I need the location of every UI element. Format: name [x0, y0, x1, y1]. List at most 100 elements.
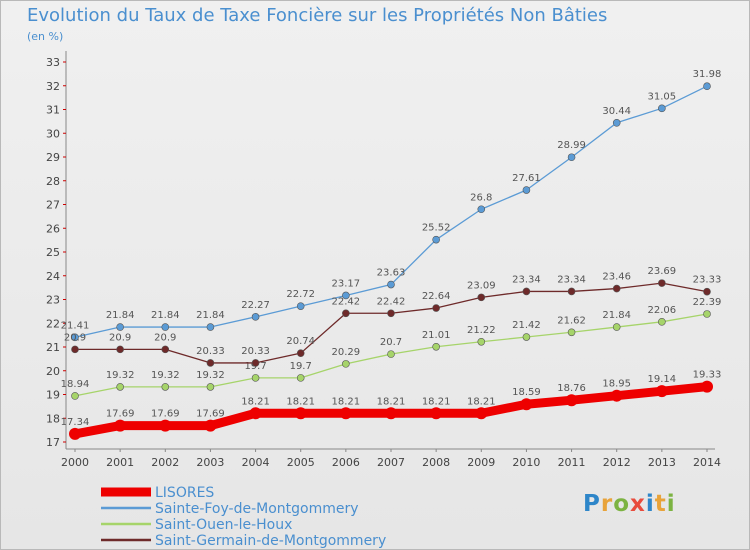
x-tick-label: 2012: [603, 456, 631, 469]
data-point-saint-germain-de-montgommery: [116, 345, 124, 354]
data-label-lisores: 17.34: [61, 417, 90, 428]
x-tick-label: 2004: [242, 456, 270, 469]
x-tick-label: 2008: [422, 456, 450, 469]
data-point-saint-ouen-le-houx: [342, 360, 350, 368]
data-point-sainte-foy-de-montgommery: [71, 333, 79, 342]
data-point-lisores: [385, 407, 397, 420]
data-label-sainte-foy-de-montgommery: 23.63: [377, 268, 406, 279]
data-point-lisores: [475, 407, 488, 420]
data-label-saint-ouen-le-houx: 19.32: [151, 370, 180, 381]
data-label-lisores: 18.76: [557, 383, 586, 394]
x-tick-label: 2010: [512, 456, 540, 469]
y-tick-label: 26: [46, 222, 60, 235]
data-label-lisores: 18.21: [332, 396, 361, 407]
data-point-saint-germain-de-montgommery: [71, 345, 79, 354]
data-point-sainte-foy-de-montgommery: [387, 280, 395, 289]
data-label-saint-germain-de-montgommery: 20.9: [154, 332, 176, 343]
data-point-saint-germain-de-montgommery: [161, 345, 170, 354]
data-point-saint-ouen-le-houx: [703, 310, 711, 318]
data-label-saint-ouen-le-houx: 20.7: [380, 337, 402, 348]
x-tick-label: 2005: [287, 456, 315, 469]
data-point-sainte-foy-de-montgommery: [522, 186, 531, 194]
data-point-saint-ouen-le-houx: [71, 392, 79, 400]
data-point-saint-germain-de-montgommery: [432, 304, 440, 312]
data-label-saint-ouen-le-houx: 22.06: [648, 305, 677, 316]
data-point-saint-germain-de-montgommery: [387, 309, 395, 318]
data-label-saint-germain-de-montgommery: 20.9: [64, 332, 86, 343]
data-point-saint-germain-de-montgommery: [206, 359, 215, 367]
data-label-sainte-foy-de-montgommery: 21.84: [196, 310, 225, 321]
data-point-saint-germain-de-montgommery: [342, 309, 350, 318]
x-tick-label: 2009: [467, 456, 495, 469]
data-label-sainte-foy-de-montgommery: 25.52: [422, 223, 451, 234]
data-label-lisores: 19.14: [648, 374, 677, 385]
y-tick-label: 18: [46, 412, 60, 425]
y-tick-label: 20: [46, 365, 60, 378]
data-label-sainte-foy-de-montgommery: 23.17: [332, 278, 361, 289]
x-tick-label: 2007: [377, 456, 405, 469]
x-tick-label: 2014: [693, 456, 721, 469]
legend-label-saint-ouen-le-houx: Saint-Ouen-le-Houx: [155, 517, 292, 533]
data-point-sainte-foy-de-montgommery: [251, 313, 260, 321]
data-label-sainte-foy-de-montgommery: 26.8: [470, 192, 492, 203]
y-tick-label: 24: [46, 270, 60, 283]
data-point-saint-germain-de-montgommery: [612, 284, 621, 293]
data-label-saint-ouen-le-houx: 21.22: [467, 325, 496, 336]
y-tick-label: 23: [46, 294, 60, 307]
data-point-lisores: [204, 419, 217, 432]
data-point-saint-germain-de-montgommery: [703, 287, 711, 296]
y-tick-label: 30: [46, 127, 60, 140]
data-point-saint-ouen-le-houx: [161, 383, 170, 391]
data-label-sainte-foy-de-montgommery: 28.99: [557, 140, 586, 151]
data-point-sainte-foy-de-montgommery: [161, 323, 170, 331]
data-point-sainte-foy-de-montgommery: [432, 235, 440, 244]
data-point-saint-ouen-le-houx: [206, 383, 215, 391]
data-label-saint-germain-de-montgommery: 20.33: [241, 346, 270, 357]
data-point-saint-germain-de-montgommery: [296, 349, 305, 357]
y-unit-label: (en %): [27, 30, 64, 43]
data-point-saint-ouen-le-houx: [658, 318, 666, 326]
data-label-lisores: 18.95: [602, 379, 631, 390]
data-point-sainte-foy-de-montgommery: [612, 119, 621, 127]
y-tick-label: 27: [46, 199, 60, 212]
y-tick-label: 25: [46, 246, 60, 259]
data-label-saint-ouen-le-houx: 21.62: [557, 315, 586, 326]
y-tick-label: 28: [46, 175, 60, 188]
data-point-lisores: [114, 419, 127, 432]
data-point-lisores: [339, 407, 352, 420]
data-point-lisores: [249, 407, 262, 420]
data-label-sainte-foy-de-montgommery: 30.44: [602, 106, 631, 117]
data-point-lisores: [701, 380, 713, 393]
data-label-saint-germain-de-montgommery: 23.09: [467, 280, 496, 291]
data-label-sainte-foy-de-montgommery: 21.84: [106, 310, 135, 321]
data-point-lisores: [69, 427, 81, 440]
data-point-saint-ouen-le-houx: [567, 328, 576, 337]
data-label-saint-ouen-le-houx: 19.32: [196, 370, 225, 381]
data-point-saint-ouen-le-houx: [612, 323, 621, 331]
data-point-lisores: [565, 394, 578, 407]
data-point-sainte-foy-de-montgommery: [342, 291, 350, 300]
data-label-sainte-foy-de-montgommery: 21.84: [151, 310, 180, 321]
data-label-saint-germain-de-montgommery: 22.42: [332, 296, 361, 307]
data-label-sainte-foy-de-montgommery: 31.98: [693, 69, 722, 80]
data-point-sainte-foy-de-montgommery: [296, 302, 305, 310]
data-point-saint-germain-de-montgommery: [477, 293, 486, 302]
data-point-saint-germain-de-montgommery: [522, 287, 531, 296]
y-tick-label: 29: [46, 151, 60, 164]
x-tick-label: 2002: [151, 456, 179, 469]
y-tick-label: 19: [46, 389, 60, 402]
x-tick-label: 2001: [106, 456, 134, 469]
data-point-saint-germain-de-montgommery: [251, 359, 260, 367]
data-label-saint-ouen-le-houx: 19.7: [290, 361, 312, 372]
data-point-lisores: [655, 385, 668, 398]
data-point-lisores: [294, 407, 307, 420]
y-tick-label: 17: [46, 436, 60, 449]
data-label-lisores: 18.21: [422, 396, 451, 407]
y-tick-label: 32: [46, 80, 60, 93]
data-point-saint-germain-de-montgommery: [658, 279, 666, 287]
x-tick-label: 2011: [558, 456, 586, 469]
data-label-saint-germain-de-montgommery: 20.74: [286, 336, 315, 347]
x-tick-label: 2013: [648, 456, 676, 469]
